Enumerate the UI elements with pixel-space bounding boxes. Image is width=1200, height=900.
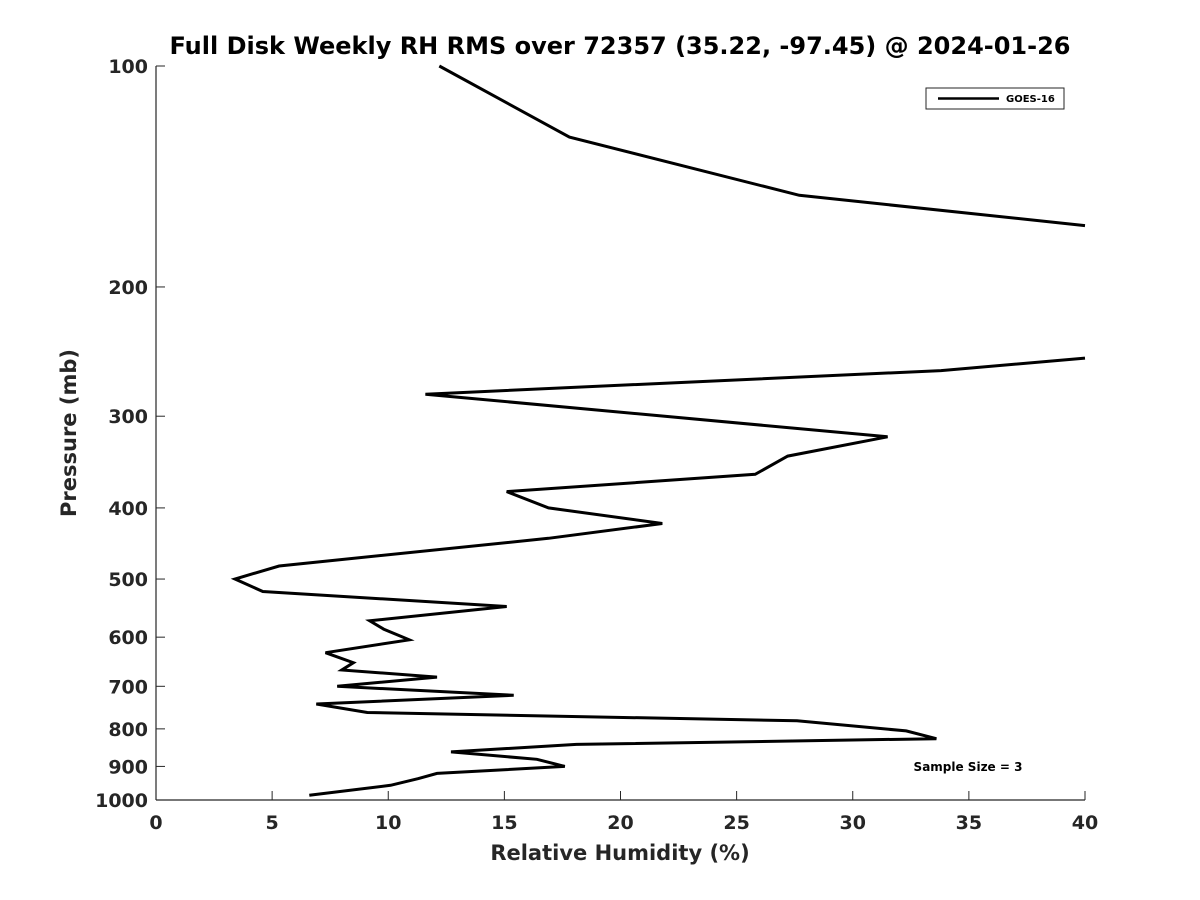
y-tick-label: 300 (108, 406, 148, 428)
y-tick-label: 400 (108, 498, 148, 520)
x-ticks: 0 5 10 15 20 25 30 35 40 (149, 791, 1098, 834)
series-layer (230, 64, 1086, 797)
x-tick-label: 5 (266, 812, 279, 834)
series-line-goes-16-segment-1 (438, 64, 1086, 228)
x-tick-label: 30 (840, 812, 866, 834)
series-line-goes-16-segment-2 (230, 356, 1086, 797)
y-ticks: 100 200 300 400 500 600 700 800 900 1000 (95, 56, 165, 812)
x-tick-label: 25 (723, 812, 749, 834)
y-axis-label: Pressure (mb) (57, 349, 81, 517)
y-tick-label: 700 (108, 676, 148, 698)
legend-label-goes-16: GOES-16 (1006, 94, 1055, 105)
y-tick-label: 200 (108, 277, 148, 299)
x-tick-label: 40 (1072, 812, 1098, 834)
legend: GOES-16 (925, 87, 1065, 110)
y-tick-label: 600 (108, 627, 148, 649)
axes (155, 66, 1085, 801)
y-tick-label: 100 (108, 56, 148, 78)
y-tick-label: 500 (108, 569, 148, 591)
x-tick-label: 35 (956, 812, 982, 834)
x-tick-label: 15 (491, 812, 517, 834)
x-tick-label: 10 (375, 812, 401, 834)
x-tick-label: 0 (149, 812, 162, 834)
y-tick-label: 1000 (95, 790, 148, 812)
y-tick-label: 900 (108, 756, 148, 778)
chart-title: Full Disk Weekly RH RMS over 72357 (35.2… (169, 32, 1070, 60)
x-axis-label: Relative Humidity (%) (490, 841, 749, 865)
sample-size-annotation: Sample Size = 3 (914, 760, 1023, 774)
y-tick-label: 800 (108, 719, 148, 741)
x-tick-label: 20 (607, 812, 633, 834)
